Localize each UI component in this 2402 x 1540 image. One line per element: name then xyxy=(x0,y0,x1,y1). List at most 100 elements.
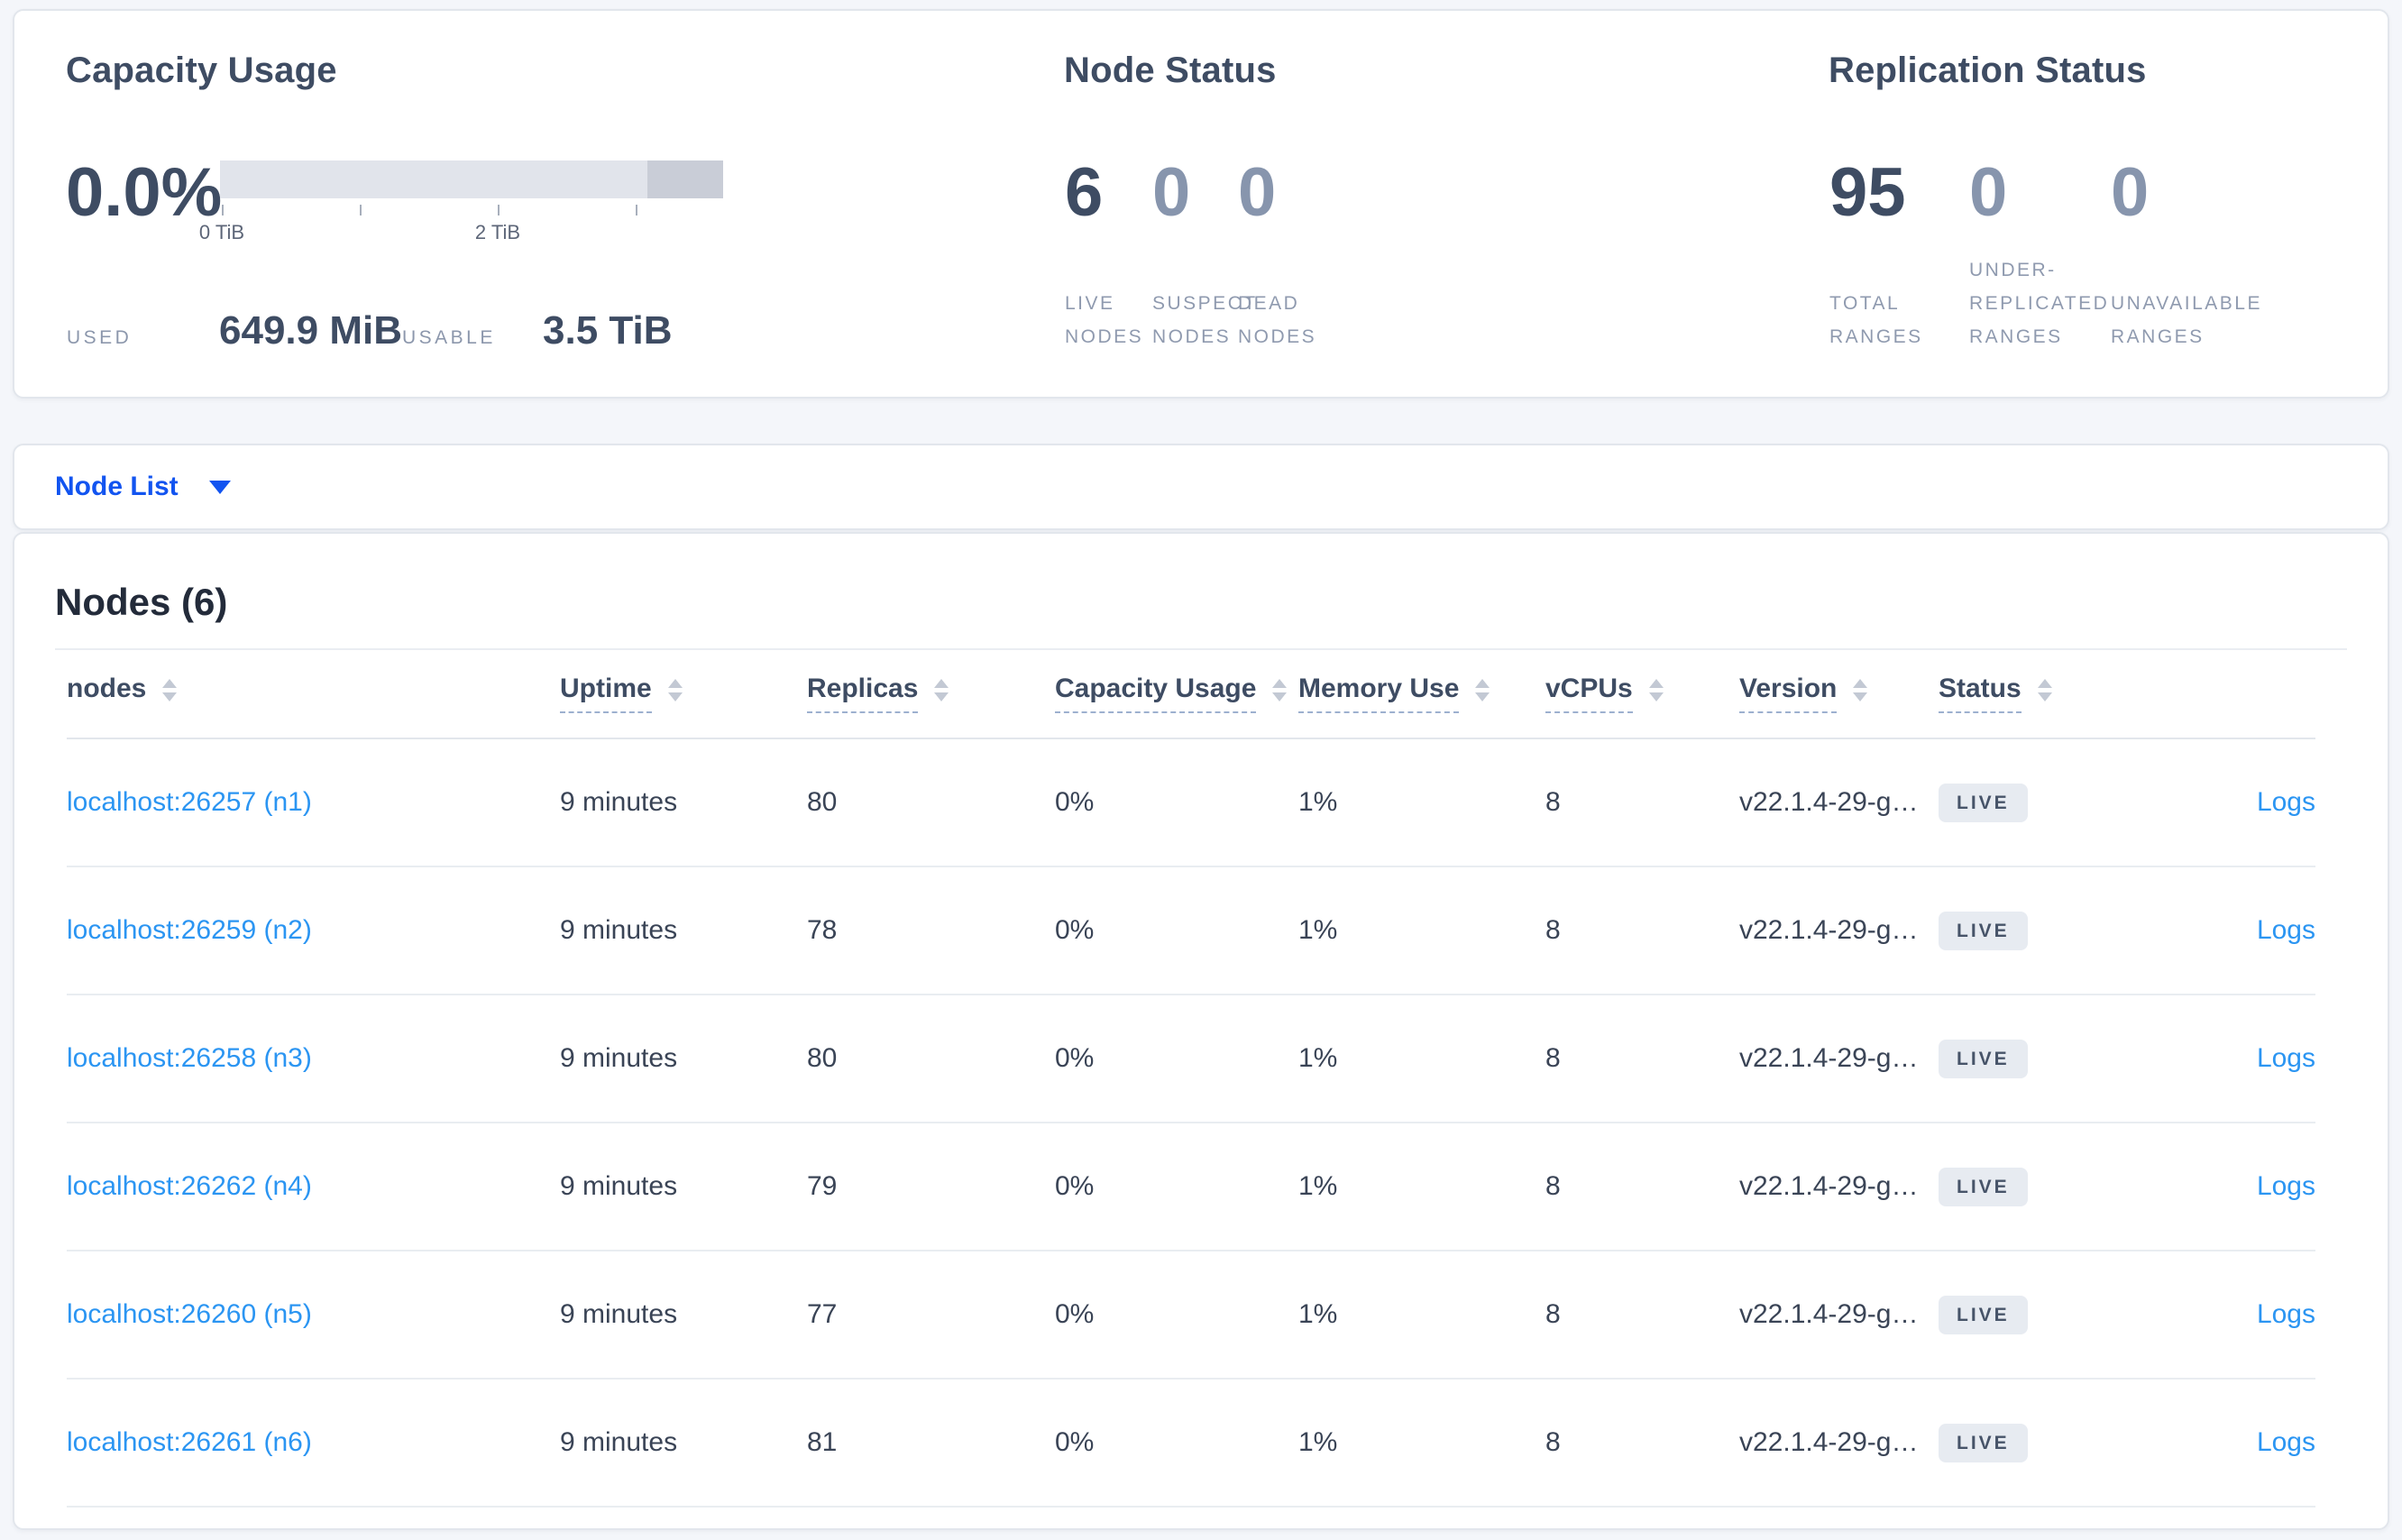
column-header-label: Status xyxy=(1939,674,2022,713)
capacity-usage-cell: 0% xyxy=(1055,1427,1095,1457)
column-header-status[interactable]: Status xyxy=(1939,674,2142,713)
sort-icon[interactable] xyxy=(1853,679,1868,707)
uptime-cell: 9 minutes xyxy=(560,1427,678,1457)
replication-value: 95 xyxy=(1829,154,1906,231)
node-address-link[interactable]: localhost:26261 (n6) xyxy=(67,1427,312,1457)
replication-status-section: Replication Status 95 TOTAL RANGES 0 UNDER- R… xyxy=(1817,11,2385,397)
axis-tick xyxy=(636,205,637,215)
column-header-label: Capacity Usage xyxy=(1055,674,1257,713)
axis-tick xyxy=(498,205,500,215)
status-badge: LIVE xyxy=(1939,1039,2028,1078)
sort-icon[interactable] xyxy=(934,679,949,707)
sort-icon[interactable] xyxy=(162,679,178,707)
vcpus-cell: 8 xyxy=(1545,1299,1561,1329)
status-badge: LIVE xyxy=(1939,911,2028,950)
capacity-usage-cell: 0% xyxy=(1055,1171,1095,1201)
axis-tick xyxy=(222,205,224,215)
column-header-nodes[interactable]: nodes xyxy=(67,674,560,713)
uptime-cell: 9 minutes xyxy=(560,1043,678,1073)
column-header-version[interactable]: Version xyxy=(1739,674,1939,713)
node-address-link[interactable]: localhost:26257 (n1) xyxy=(67,787,312,817)
column-header-vcpus[interactable]: vCPUs xyxy=(1545,674,1739,713)
capacity-usage-cell: 0% xyxy=(1055,915,1095,945)
node-address-link[interactable]: localhost:26258 (n3) xyxy=(67,1043,312,1073)
vcpus-cell: 8 xyxy=(1545,1427,1561,1457)
column-header-uptime[interactable]: Uptime xyxy=(560,674,807,713)
column-header-label: nodes xyxy=(67,673,147,703)
sort-icon[interactable] xyxy=(2037,679,2052,707)
memory-use-cell: 1% xyxy=(1298,1043,1338,1073)
capacity-bar xyxy=(220,160,723,198)
nodes-card: Nodes (6) nodes Uptime Replicas Capacity Us… xyxy=(13,532,2389,1530)
column-header-memory-use[interactable]: Memory Use xyxy=(1298,674,1545,713)
replicas-cell: 77 xyxy=(807,1299,838,1329)
capacity-bar-chart: 0 TiB 2 TiB xyxy=(199,160,723,246)
memory-use-cell: 1% xyxy=(1298,1299,1338,1329)
replication-label: UNDER- REPLICATED RANGES xyxy=(1969,260,2110,347)
replication-label: TOTAL RANGES xyxy=(1829,293,1923,347)
uptime-cell: 9 minutes xyxy=(560,787,678,817)
column-header-label: Version xyxy=(1739,674,1838,713)
capacity-axis-ticks xyxy=(220,205,723,215)
sort-icon[interactable] xyxy=(1648,679,1664,707)
replication-label: UNAVAILABLE RANGES xyxy=(2111,293,2262,347)
usable-label: USABLE xyxy=(402,327,496,348)
capacity-usage-cell: 0% xyxy=(1055,1299,1095,1329)
logs-link[interactable]: Logs xyxy=(2256,915,2315,945)
status-badge: LIVE xyxy=(1939,1167,2028,1206)
logs-link[interactable]: Logs xyxy=(2256,1171,2315,1201)
replication-value: 0 xyxy=(1969,154,2008,231)
version-cell: v22.1.4-29-g… xyxy=(1739,1299,1919,1329)
column-header-label: Uptime xyxy=(560,674,652,713)
logs-link[interactable]: Logs xyxy=(2256,1427,2315,1457)
capacity-axis-labels: 0 TiB 2 TiB xyxy=(199,221,723,246)
node-address-link[interactable]: localhost:26259 (n2) xyxy=(67,915,312,945)
replicas-cell: 80 xyxy=(807,1043,838,1073)
replicas-cell: 79 xyxy=(807,1171,838,1201)
replicas-cell: 80 xyxy=(807,787,838,817)
memory-use-cell: 1% xyxy=(1298,1427,1338,1457)
capacity-footer: USED 649.9 MiB USABLE 3.5 TiB xyxy=(67,308,672,353)
column-header-label: Memory Use xyxy=(1298,674,1460,713)
sort-icon[interactable] xyxy=(667,679,683,707)
table-row: localhost:26259 (n2) 9 minutes 78 0% 1% 8 v22.… xyxy=(67,867,2315,995)
vcpus-cell: 8 xyxy=(1545,1043,1561,1073)
chevron-down-icon xyxy=(208,480,231,494)
node-status-label: LIVE NODES xyxy=(1065,293,1144,347)
logs-link[interactable]: Logs xyxy=(2256,787,2315,817)
logs-link[interactable]: Logs xyxy=(2256,1043,2315,1073)
replicas-cell: 78 xyxy=(807,915,838,945)
node-address-link[interactable]: localhost:26260 (n5) xyxy=(67,1299,312,1329)
replication-value: 0 xyxy=(2111,154,2150,231)
uptime-cell: 9 minutes xyxy=(560,1299,678,1329)
table-row: localhost:26258 (n3) 9 minutes 80 0% 1% 8 v22.… xyxy=(67,995,2315,1123)
memory-use-cell: 1% xyxy=(1298,1171,1338,1201)
version-cell: v22.1.4-29-g… xyxy=(1739,1427,1919,1457)
node-list-dropdown[interactable]: Node List xyxy=(55,472,231,502)
column-header-capacity-usage[interactable]: Capacity Usage xyxy=(1055,674,1298,713)
node-status-title: Node Status xyxy=(1064,50,1277,90)
capacity-usage-cell: 0% xyxy=(1055,1043,1095,1073)
version-cell: v22.1.4-29-g… xyxy=(1739,1171,1919,1201)
status-badge: LIVE xyxy=(1939,783,2028,822)
usable-value: 3.5 TiB xyxy=(543,308,673,353)
capacity-usage-title: Capacity Usage xyxy=(66,50,337,90)
logs-link[interactable]: Logs xyxy=(2256,1299,2315,1329)
node-address-link[interactable]: localhost:26262 (n4) xyxy=(67,1171,312,1201)
node-status-label: SUSPECT NODES xyxy=(1152,293,1258,347)
sort-icon[interactable] xyxy=(1475,679,1490,707)
table-row: localhost:26262 (n4) 9 minutes 79 0% 1% 8 v22.… xyxy=(67,1123,2315,1251)
memory-use-cell: 1% xyxy=(1298,915,1338,945)
uptime-cell: 9 minutes xyxy=(560,1171,678,1201)
capacity-usage-cell: 0% xyxy=(1055,787,1095,817)
column-header-replicas[interactable]: Replicas xyxy=(807,674,1055,713)
version-cell: v22.1.4-29-g… xyxy=(1739,787,1919,817)
vcpus-cell: 8 xyxy=(1545,787,1561,817)
vcpus-cell: 8 xyxy=(1545,1171,1561,1201)
node-status-label: DEAD NODES xyxy=(1238,293,1317,347)
sort-icon[interactable] xyxy=(1272,679,1288,707)
status-badge: LIVE xyxy=(1939,1423,2028,1462)
nodes-table: nodes Uptime Replicas Capacity Usage Memory … xyxy=(67,648,2315,1508)
vcpus-cell: 8 xyxy=(1545,915,1561,945)
axis-label-0tib: 0 TiB xyxy=(198,221,245,243)
